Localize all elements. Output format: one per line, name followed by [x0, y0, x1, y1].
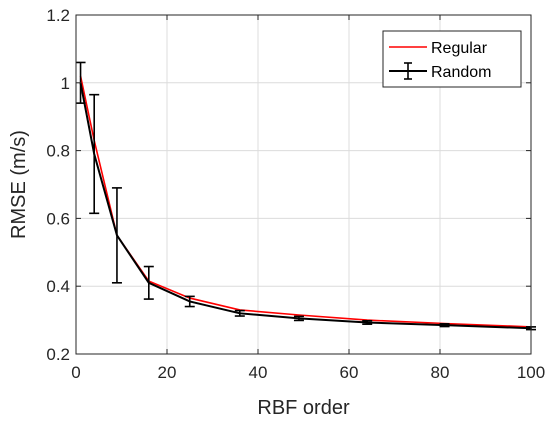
x-axis-label: RBF order — [257, 397, 350, 419]
random-errorbar — [184, 295, 195, 308]
x-tick-label: 100 — [517, 363, 545, 382]
y-tick-label: 1.2 — [46, 6, 70, 25]
legend-errorbar-glyph — [404, 62, 412, 80]
x-tick-label: 40 — [249, 363, 268, 382]
y-tick-label: 0.4 — [46, 277, 70, 296]
y-axis-label: RMSE (m/s) — [8, 130, 30, 239]
axes-box — [75, 14, 532, 355]
random-errorbar — [89, 93, 100, 215]
series-line-regular — [79, 75, 532, 328]
x-tick-label: 20 — [158, 363, 177, 382]
x-tick-label: 60 — [340, 363, 359, 382]
y-tick-label: 0.6 — [46, 209, 70, 228]
legend-box — [382, 30, 522, 88]
x-tick-label: 80 — [431, 363, 450, 382]
y-tick-label: 0.2 — [46, 345, 70, 364]
random-errorbar — [439, 323, 450, 328]
random-errorbar — [362, 319, 373, 325]
y-tick-label: 1 — [61, 74, 70, 93]
legend: Regular Random — [382, 30, 522, 88]
x-tick-label: 0 — [71, 363, 80, 382]
random-errorbar — [111, 187, 122, 284]
legend-label-random: Random — [431, 64, 491, 81]
random-errorbar — [234, 309, 245, 317]
y-tick-label: 0.8 — [46, 142, 70, 161]
random-errorbar — [143, 265, 154, 300]
random-errorbar — [293, 315, 304, 322]
axis-ticks: 0 20 40 60 80 100 0.2 0.4 0.6 0.8 1 1.2 — [46, 6, 545, 382]
series-line-random — [79, 82, 532, 330]
legend-label-regular: Regular — [431, 40, 488, 57]
